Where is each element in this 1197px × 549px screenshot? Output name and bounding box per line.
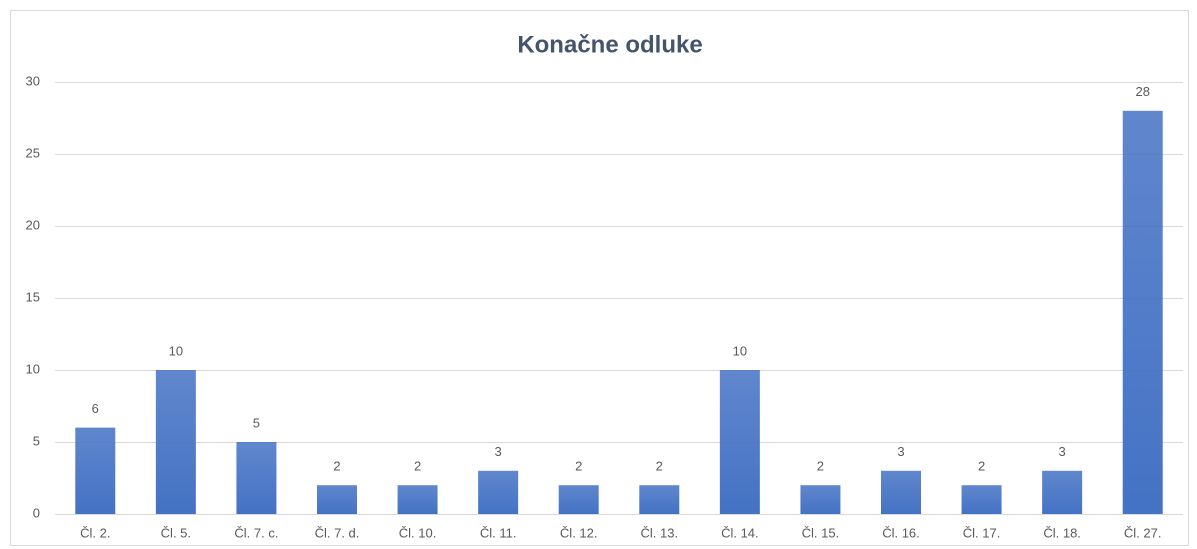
y-tick-label: 0: [33, 505, 40, 520]
x-tick-label: Čl. 27.: [1124, 525, 1162, 540]
bar: [155, 370, 196, 514]
data-label: 2: [978, 459, 985, 474]
y-tick-label: 5: [33, 433, 40, 448]
y-tick-label: 30: [26, 73, 40, 88]
data-label: 3: [1059, 444, 1066, 459]
chart-title: Konačne odluke: [517, 31, 702, 58]
x-tick-label: Čl. 5.: [161, 525, 191, 540]
x-tick-label: Čl. 11.: [480, 525, 517, 540]
data-label: 5: [253, 415, 260, 430]
bar: [236, 442, 277, 514]
bar: [881, 470, 921, 514]
data-label: 2: [333, 459, 340, 474]
data-label: 3: [897, 444, 904, 459]
x-tick-label: Čl. 13.: [640, 525, 678, 540]
bar: [317, 485, 357, 514]
x-tick-label: Čl. 14.: [721, 525, 759, 540]
bar: [1042, 470, 1083, 514]
x-tick-label: Čl. 16.: [882, 525, 920, 540]
bar: [478, 470, 519, 514]
y-tick-label: 20: [26, 217, 40, 232]
data-label: 2: [575, 459, 582, 474]
data-label: 2: [414, 459, 421, 474]
y-tick-label: 25: [26, 145, 40, 160]
bar: [719, 370, 760, 514]
x-tick-label: Čl. 10.: [399, 525, 437, 540]
bar: [75, 427, 116, 514]
data-label: 10: [169, 343, 183, 358]
data-label: 6: [92, 401, 99, 416]
x-tick-label: Čl. 17.: [963, 525, 1001, 540]
bar: [558, 485, 599, 514]
data-label: 2: [656, 459, 663, 474]
x-tick-label: Čl. 15.: [802, 525, 840, 540]
y-tick-label: 10: [26, 361, 40, 376]
x-tick-label: Čl. 7. d.: [315, 525, 360, 540]
data-label: 28: [1135, 84, 1149, 99]
bar: [639, 485, 680, 514]
x-tick-label: Čl. 18.: [1043, 525, 1081, 540]
x-tick-label: Čl. 7. c.: [234, 525, 278, 540]
data-label: 2: [817, 459, 824, 474]
bar: [961, 485, 1002, 514]
chart-frame: [10, 10, 1189, 546]
bar: [800, 485, 841, 514]
data-label: 10: [733, 343, 747, 358]
data-label: 3: [495, 444, 502, 459]
x-tick-label: Čl. 12.: [560, 525, 598, 540]
x-tick-label: Čl. 2.: [80, 525, 110, 540]
bar: [1122, 110, 1163, 515]
bar: [397, 485, 438, 514]
y-tick-label: 15: [26, 289, 40, 304]
